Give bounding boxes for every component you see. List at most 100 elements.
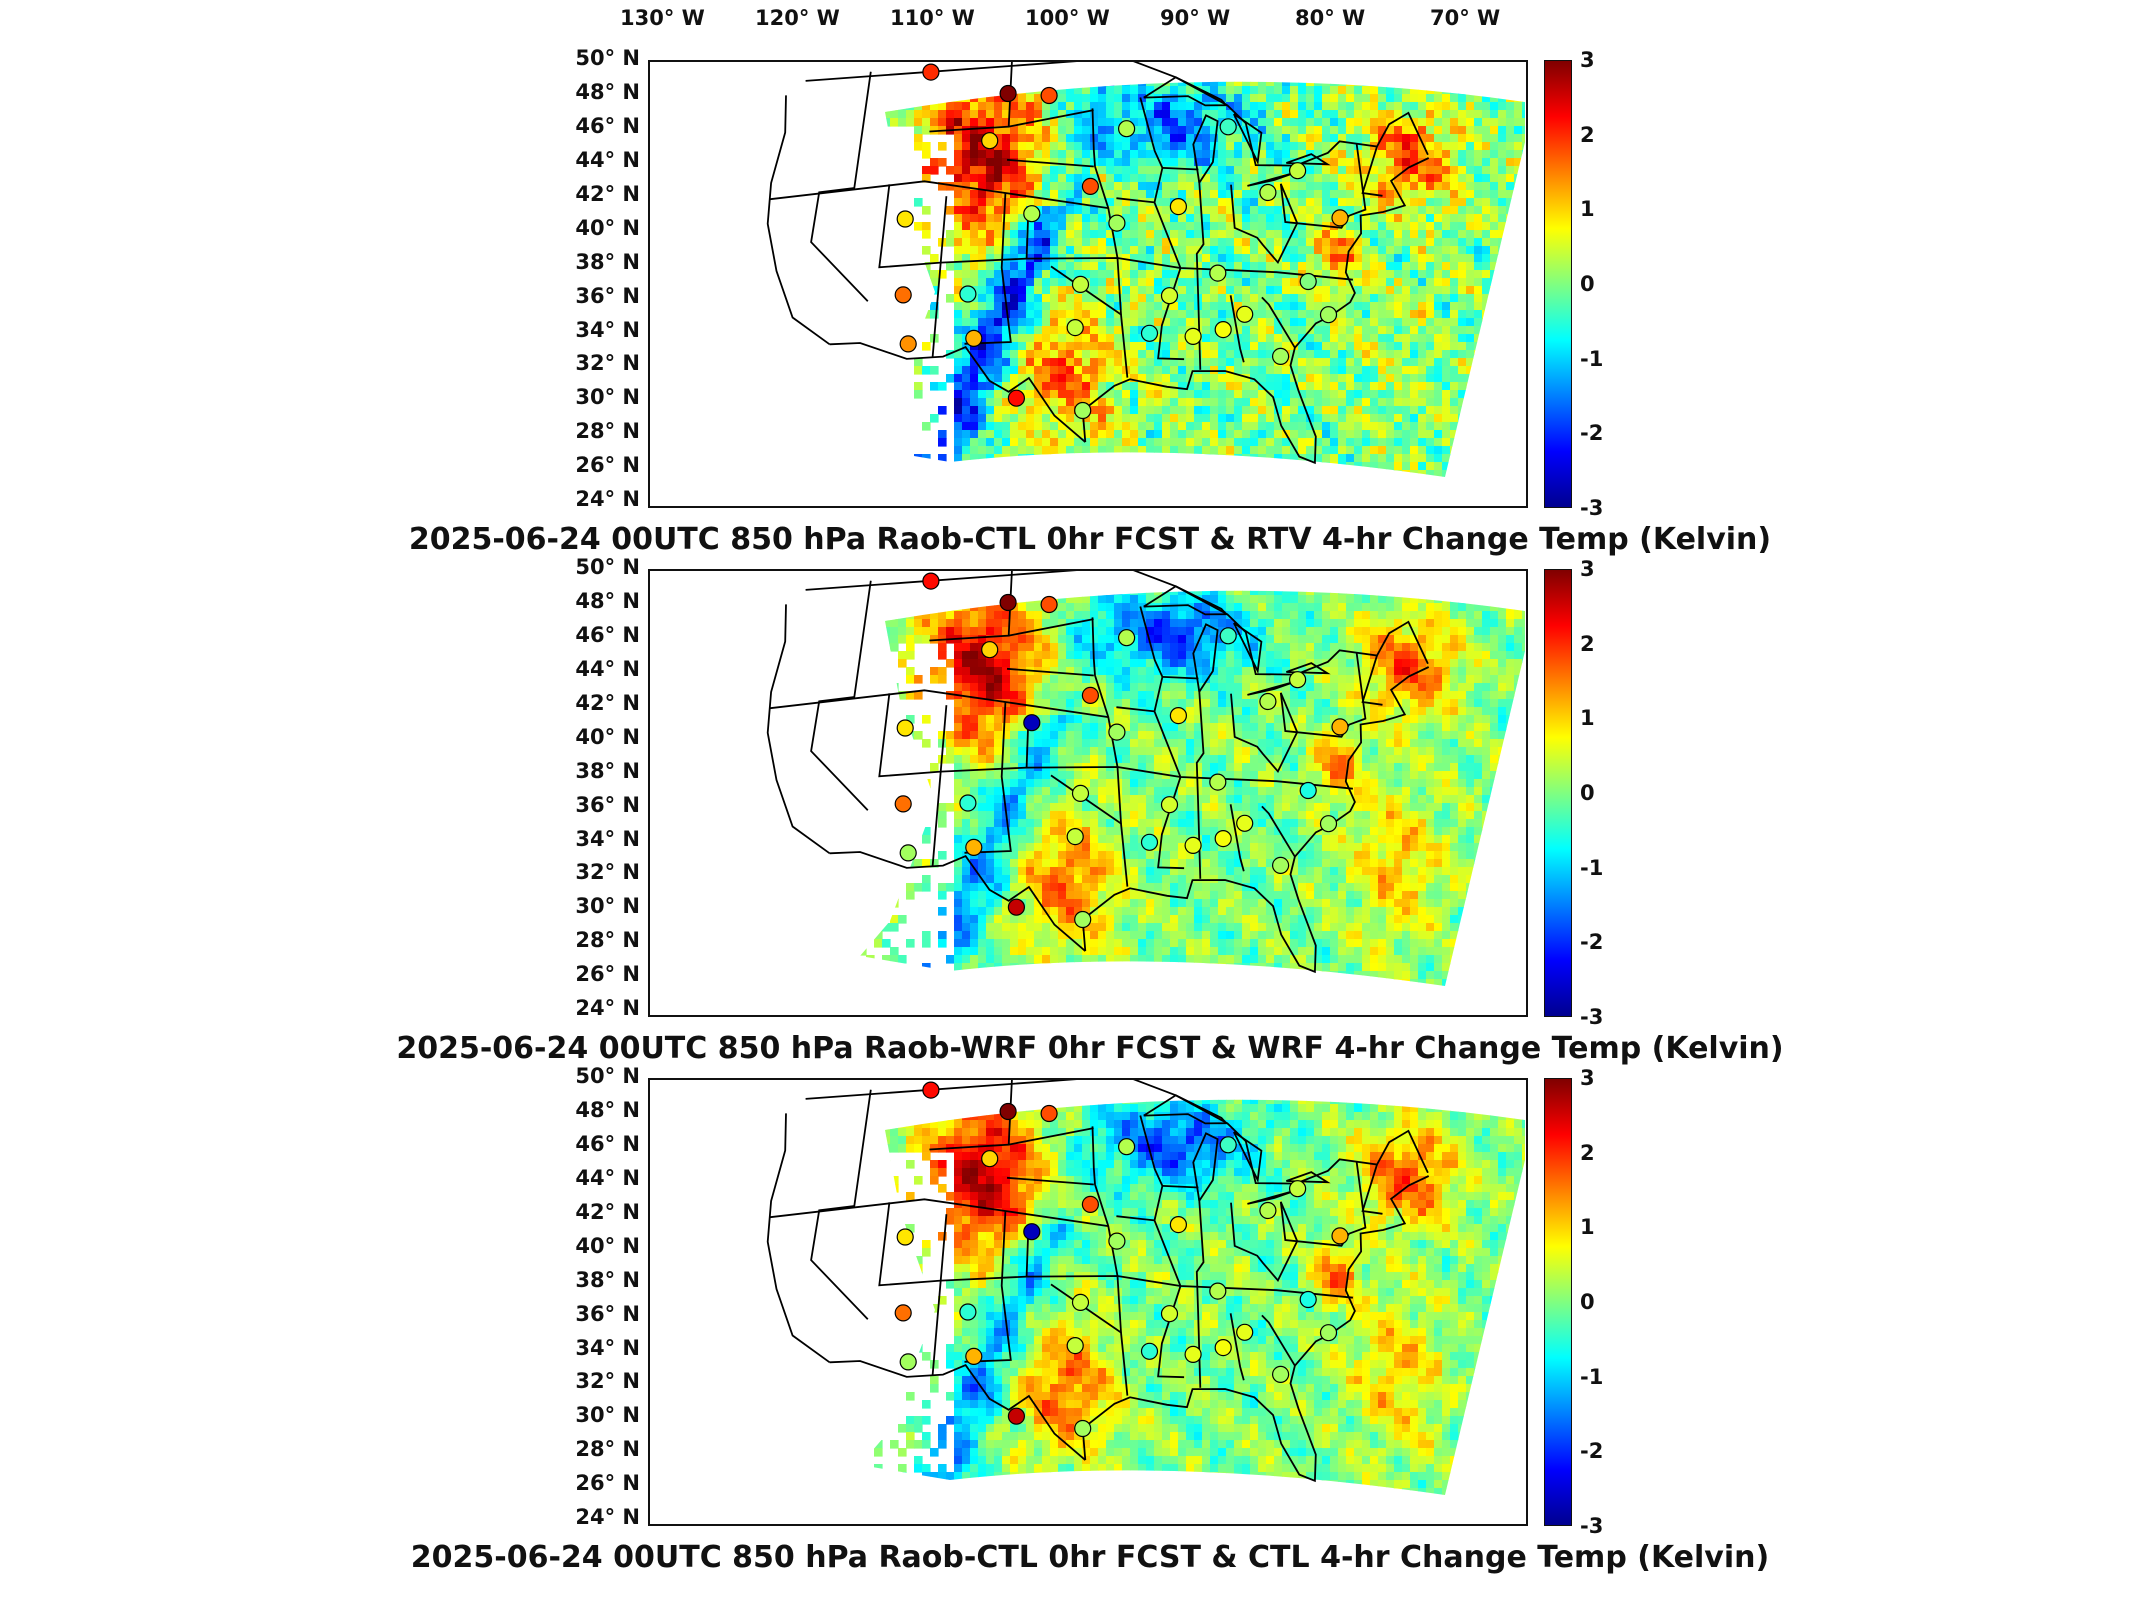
- raob-station-marker: [965, 838, 983, 856]
- colorbar: [1544, 1078, 1572, 1526]
- boundary-line: [1285, 153, 1331, 166]
- raob-station-marker: [1288, 162, 1307, 180]
- raob-station-marker: [1331, 209, 1349, 227]
- boundary-line: [1116, 197, 1155, 204]
- raob-station-marker: [959, 1303, 977, 1321]
- boundary-line: [1081, 157, 1430, 465]
- boundary-line: [1229, 295, 1245, 363]
- latitude-label: 40° N: [575, 215, 640, 240]
- boundary-lines: [766, 1080, 1430, 1483]
- raob-stations: [894, 572, 1349, 929]
- raob-station-marker: [1209, 1282, 1227, 1300]
- raob-station-marker: [1118, 1138, 1136, 1156]
- latitude-label: 32° N: [575, 351, 640, 376]
- raob-station-marker: [1271, 856, 1290, 874]
- colorbar-tick-label: 1: [1580, 197, 1595, 222]
- colorbar-tick-label: 2: [1580, 631, 1595, 656]
- raob-station-marker: [1184, 1345, 1202, 1363]
- latitude-label: 36° N: [575, 283, 640, 308]
- boundary-line: [1006, 667, 1094, 677]
- raob-station-marker: [1331, 718, 1349, 736]
- raob-station-marker: [1071, 275, 1090, 293]
- raob-station-marker: [1184, 836, 1202, 854]
- colorbar-tick-label: 3: [1580, 1066, 1595, 1090]
- raob-station-marker: [1074, 1419, 1092, 1438]
- boundary-line: [1192, 1132, 1219, 1202]
- latitude-label: 32° N: [575, 1369, 640, 1394]
- boundary-line: [766, 604, 831, 855]
- boundary-line: [766, 95, 831, 346]
- latitude-label: 40° N: [575, 724, 640, 749]
- raob-station-marker: [959, 285, 977, 303]
- boundary-line: [1247, 680, 1297, 696]
- raob-station-marker: [1108, 214, 1126, 232]
- boundary-line: [1192, 623, 1219, 693]
- raob-station-marker: [1071, 1293, 1090, 1311]
- boundary-line: [1285, 1171, 1331, 1184]
- boundary-line: [829, 342, 1086, 443]
- boundary-line: [805, 1080, 1429, 1185]
- boundary-line: [1091, 108, 1122, 315]
- raob-station-marker: [894, 286, 912, 304]
- latitude-label: 40° N: [575, 1233, 640, 1258]
- raob-station-marker: [894, 1304, 912, 1322]
- boundary-line: [1139, 97, 1185, 361]
- raob-station-marker: [1007, 1407, 1025, 1425]
- raob-station-marker: [1219, 627, 1237, 645]
- longitude-label: 130° W: [620, 6, 705, 30]
- raob-station-marker: [1219, 1136, 1237, 1154]
- raob-station-marker: [896, 719, 914, 737]
- colorbar-tick-label: -2: [1580, 421, 1604, 446]
- raob-station-marker: [1209, 773, 1227, 791]
- raob-station-marker: [1299, 272, 1317, 291]
- boundary-line: [766, 1113, 831, 1364]
- latitude-label: 26° N: [575, 453, 640, 478]
- latitude-label: 24° N: [575, 996, 640, 1021]
- raob-station-marker: [1081, 1195, 1099, 1214]
- latitude-label: 48° N: [575, 1097, 640, 1122]
- map-panel: [648, 60, 1528, 508]
- colorbar-tick-label: 2: [1580, 1140, 1595, 1165]
- boundary-line: [1232, 113, 1263, 166]
- colorbar-tick-label: -3: [1580, 496, 1604, 520]
- boundary-line: [1261, 296, 1296, 349]
- latitude-label: 34° N: [575, 826, 640, 851]
- boundary-line: [1008, 618, 1094, 637]
- latitude-label: 36° N: [575, 1301, 640, 1326]
- raob-station-marker: [981, 641, 999, 659]
- raob-station-marker: [1040, 595, 1058, 614]
- latitude-label: 26° N: [575, 1471, 640, 1496]
- raob-station-marker: [1140, 833, 1159, 851]
- latitude-label: 38° N: [575, 1267, 640, 1292]
- raob-station-marker: [1319, 1324, 1338, 1342]
- colorbar-tick-label: -3: [1580, 1514, 1604, 1538]
- raob-station-marker: [1271, 347, 1290, 365]
- raob-station-marker: [1023, 714, 1041, 732]
- raob-station-marker: [1108, 723, 1126, 741]
- latitude-label: 42° N: [575, 690, 640, 715]
- latitude-label: 24° N: [575, 1505, 640, 1530]
- raob-station-marker: [1074, 910, 1092, 929]
- boundary-line: [1261, 805, 1296, 858]
- boundary-line: [1232, 622, 1263, 675]
- boundary-line: [770, 689, 1109, 718]
- boundary-line: [1091, 1126, 1122, 1333]
- raob-station-marker: [1140, 1342, 1159, 1360]
- boundary-line: [810, 580, 872, 811]
- boundary-line: [829, 1360, 1086, 1461]
- latitude-label: 42° N: [575, 1199, 640, 1224]
- longitude-label: 70° W: [1430, 6, 1501, 30]
- raob-station-marker: [1236, 814, 1254, 832]
- raob-station-marker: [1118, 629, 1136, 647]
- boundary-line: [1361, 1164, 1383, 1215]
- raob-station-marker: [1066, 1337, 1084, 1355]
- latitude-label: 44° N: [575, 1165, 640, 1190]
- boundary-line: [1162, 676, 1199, 680]
- raob-station-marker: [981, 132, 999, 150]
- latitude-label: 24° N: [575, 487, 640, 512]
- raob-station-marker: [1259, 183, 1277, 202]
- boundary-lines: [766, 62, 1430, 465]
- raob-station-marker: [899, 844, 917, 862]
- latitude-label: 34° N: [575, 317, 640, 342]
